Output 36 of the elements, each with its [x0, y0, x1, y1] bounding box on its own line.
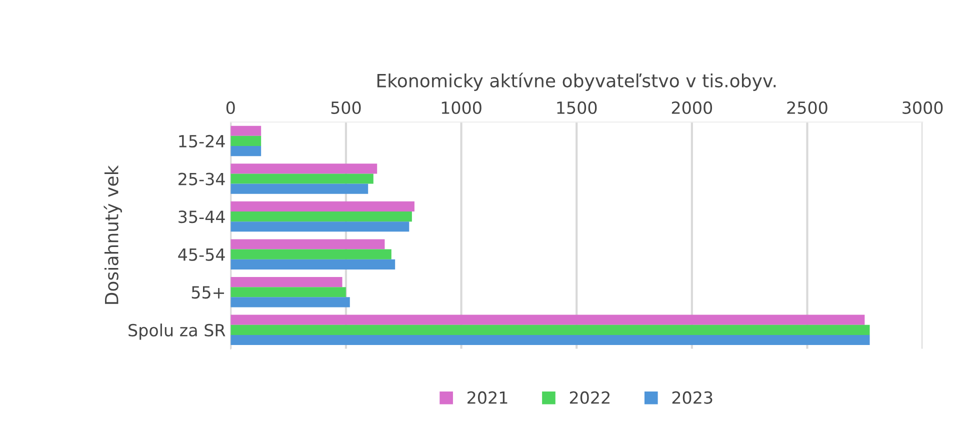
y-tick-label: Spolu za SR — [128, 324, 226, 340]
legend-label: 2021 — [468, 391, 508, 404]
y-tick-label: 55+ — [192, 286, 224, 299]
bar — [230, 324, 870, 335]
bar — [230, 297, 350, 308]
bar — [230, 287, 346, 298]
bar — [230, 174, 374, 184]
y-tick-label: 15-24 — [179, 134, 225, 148]
bar — [230, 277, 342, 288]
legend-label: 2022 — [570, 391, 610, 404]
y-tick-label: 45-54 — [178, 248, 225, 261]
x-tick-label: 0 — [226, 101, 235, 114]
x-tick-label: 3000 — [902, 101, 943, 114]
bar — [230, 314, 865, 325]
x-tick-label: 500 — [331, 101, 361, 114]
legend-label: 2023 — [672, 391, 712, 404]
bar — [230, 239, 385, 250]
bar — [230, 201, 414, 212]
bar — [230, 146, 262, 156]
x-tick-label: 2000 — [672, 101, 712, 114]
bar — [230, 222, 410, 232]
y-axis-title: Dosiahnutý vek — [104, 165, 122, 304]
x-tick-label: 1500 — [557, 101, 597, 114]
x-axis-title: Ekonomicky aktívne obyvateľstvo v tis.obyv. — [377, 72, 776, 91]
bar — [230, 334, 870, 346]
bar — [230, 126, 262, 136]
bar — [230, 136, 262, 146]
bar — [230, 249, 392, 260]
x-tick-label: 2500 — [787, 101, 828, 114]
y-tick-label: 25-34 — [178, 172, 225, 186]
x-tick-label: 1000 — [442, 101, 482, 114]
bar — [230, 259, 396, 270]
bar — [230, 164, 378, 174]
bar — [230, 212, 412, 222]
y-tick-label: 35-44 — [178, 210, 225, 224]
bar — [230, 184, 368, 194]
